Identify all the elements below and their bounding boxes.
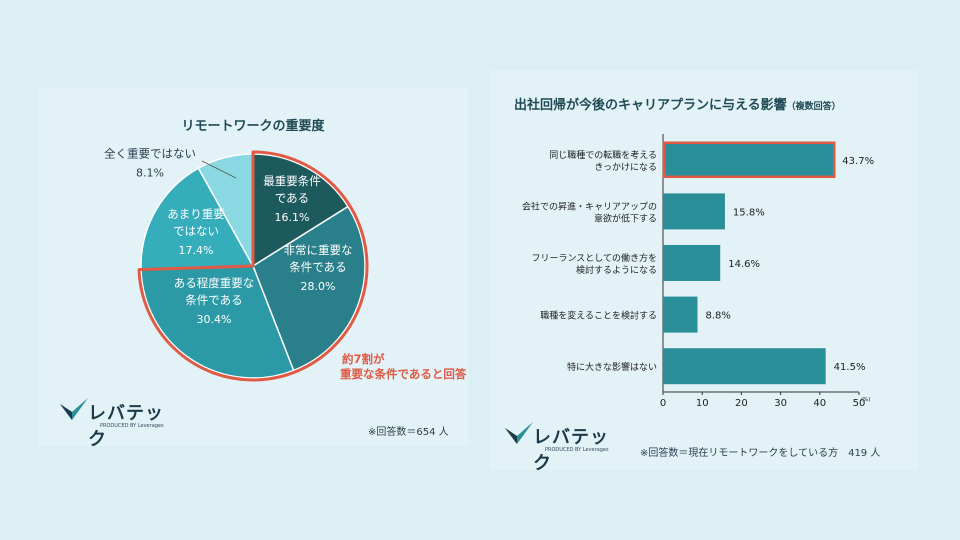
pie-slice <box>140 167 255 271</box>
pie-slice-label: 最重要条件 <box>263 174 321 188</box>
pie-annotation: 重要な条件であると回答 <box>340 367 467 381</box>
bar-title-main: 出社回帰が今後のキャリアプランに与える影響 <box>514 97 787 113</box>
pie-note: ※回答数＝654 人 <box>368 427 449 438</box>
pie-slice-label: 非常に重要な <box>284 243 353 257</box>
category-label: 同じ職種での転職を考える <box>549 150 657 161</box>
x-unit-label: (%) <box>861 397 871 403</box>
pie-slice-value: 8.1% <box>136 167 164 180</box>
pie-slice-value: 30.4% <box>197 313 232 326</box>
bar-title-suffix: （複数回答） <box>787 100 841 112</box>
leverages-logo-right: レバテック PRODUCED BY Leverages <box>505 420 625 474</box>
logo-sub: PRODUCED BY Leverages <box>545 447 609 453</box>
bar-title: 出社回帰が今後のキャリアプランに与える影響（複数回答） <box>514 97 841 113</box>
x-tick-label: 20 <box>735 398 748 409</box>
pie-slice-label: である <box>275 191 309 205</box>
logo-text: レバテック <box>533 427 609 474</box>
bar <box>663 296 698 333</box>
x-tick-label: 50 <box>853 398 866 409</box>
pie-title: リモートワークの重要度 <box>181 118 325 134</box>
category-label: 会社での昇進・キャリアアップの <box>522 200 657 212</box>
pie-slice-label: 条件である <box>185 293 242 307</box>
pie-leader-line <box>201 160 237 179</box>
bar-highlight <box>662 141 836 179</box>
bar-value-label: 15.8% <box>733 207 765 218</box>
pie-highlight-outline <box>137 150 369 382</box>
bar <box>663 141 835 178</box>
logo-text: レバテック <box>88 403 164 450</box>
category-label: 職種を変えることを検討する <box>540 310 657 322</box>
bar-value-label: 41.5% <box>834 362 866 373</box>
pie-slice <box>252 153 349 268</box>
check-logo-icon <box>60 398 88 420</box>
pie-slice-label: 全く重要ではない <box>104 147 196 161</box>
check-logo-icon <box>505 422 533 444</box>
pie-slice-label: ではない <box>173 224 219 238</box>
bar-note: ※回答数＝現在リモートワークをしている方 419 人 <box>640 448 881 459</box>
bar <box>663 348 826 385</box>
logo-sub: PRODUCED BY Leverages <box>100 423 164 429</box>
pie-slice-label: 条件である <box>289 260 346 274</box>
category-label: 意欲が低下する <box>594 212 657 224</box>
pie-slice-value: 17.4% <box>179 244 214 257</box>
bar-value-label: 14.6% <box>728 259 760 270</box>
category-label: フリーランスとしての働き方を <box>531 252 657 264</box>
bar-value-label: 8.8% <box>705 311 730 322</box>
pie-slice-value: 28.0% <box>301 280 336 293</box>
x-tick-label: 30 <box>774 398 787 409</box>
pie-slice-label: ある程度重要な <box>174 276 255 290</box>
bar <box>663 193 725 230</box>
pie-annotation: 約7割が <box>342 352 385 366</box>
bar-value-label: 43.7% <box>842 156 874 167</box>
bar <box>663 245 721 281</box>
pie-slice <box>252 205 366 372</box>
x-tick-label: 0 <box>660 398 666 409</box>
pie-slice <box>140 265 295 379</box>
category-label: きっかけになる <box>594 162 657 173</box>
x-tick-label: 40 <box>813 398 826 409</box>
pie-slice-label: あまり重要 <box>167 207 225 221</box>
pie-slice-value: 16.1% <box>275 211 310 224</box>
category-label: 特に大きな影響はない <box>567 361 657 373</box>
category-label: 検討するようになる <box>576 264 657 276</box>
leverages-logo-left: レバテック PRODUCED BY Leverages <box>60 396 180 450</box>
x-tick-label: 10 <box>696 398 709 409</box>
